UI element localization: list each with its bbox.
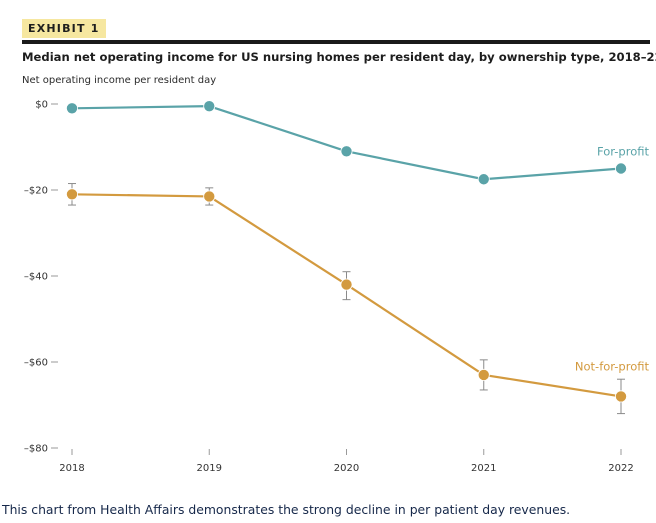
x-tick-label: 2021 — [471, 463, 496, 474]
y-tick-label: $0 — [35, 100, 48, 111]
y-tick-label: –$40 — [24, 272, 48, 283]
x-tick-label: 2022 — [608, 463, 633, 474]
chart-title: Median net operating income for US nursi… — [22, 50, 656, 64]
x-tick-label: 2020 — [334, 463, 359, 474]
y-tick-label: –$60 — [24, 358, 48, 369]
y-axis: $0 –$20 –$40 –$60 –$80 — [24, 100, 58, 455]
data-point — [66, 102, 79, 115]
series-layer — [66, 100, 628, 415]
x-tick-label: 2018 — [59, 463, 84, 474]
y-axis-label: Net operating income per resident day — [22, 75, 217, 86]
data-point — [340, 145, 353, 158]
series-label: For-profit — [597, 145, 649, 159]
data-point — [340, 278, 353, 291]
y-tick-label: –$80 — [24, 444, 48, 455]
exhibit-badge: EXHIBIT 1 — [22, 19, 106, 38]
data-point — [477, 173, 490, 186]
title-rule — [22, 40, 650, 44]
x-tick-label: 2019 — [197, 463, 222, 474]
series-line — [71, 105, 622, 181]
data-point — [477, 368, 490, 381]
line-chart: $0–$20–$40–$60–$80 2018 2019 2020 2021 2022 … — [24, 100, 650, 475]
data-point — [615, 162, 628, 175]
series-labels: For-profit Not-for-profit — [575, 145, 650, 374]
data-point — [203, 190, 216, 203]
caption-text: This chart from Health Affairs demonstra… — [2, 502, 571, 517]
data-point — [66, 188, 79, 201]
series-label: Not-for-profit — [575, 359, 650, 373]
x-axis: 2018 2019 2020 2021 2022 — [59, 449, 634, 474]
data-point — [203, 100, 216, 113]
y-tick-label: –$20 — [24, 186, 48, 197]
data-point — [615, 390, 628, 403]
